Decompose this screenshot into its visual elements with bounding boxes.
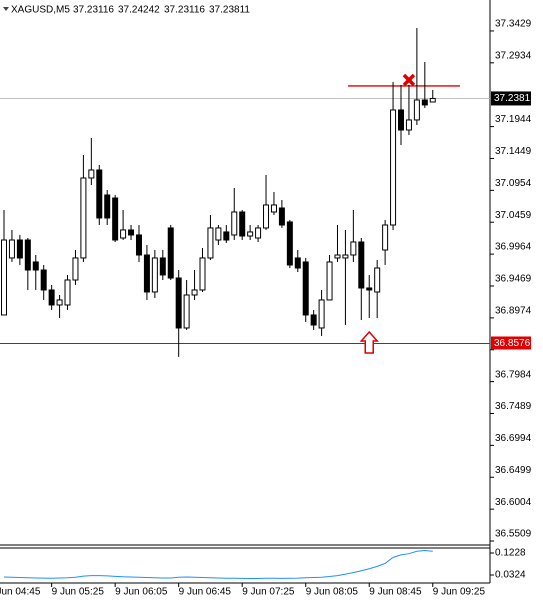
- y-tick-label: 37.0954: [495, 178, 532, 189]
- candle-body: [358, 241, 365, 289]
- horizontal-line-label: 36.8576: [494, 338, 531, 349]
- y-tick-label: 37.0459: [495, 210, 532, 221]
- candle-body: [151, 257, 158, 293]
- candle-body: [16, 239, 23, 259]
- candle-body: [398, 109, 404, 131]
- y-tick-label: 36.5509: [495, 529, 532, 540]
- candle-body: [413, 99, 420, 121]
- plot-area: [0, 27, 490, 357]
- candle-body: [215, 227, 222, 241]
- candle-body: [1, 239, 7, 316]
- candle-body: [64, 279, 71, 306]
- y-tick-label: 36.6004: [495, 497, 532, 508]
- header-value: 37.24242: [118, 5, 160, 16]
- candle-body: [96, 169, 103, 219]
- x-tick-label: 9 Jun 05:25: [52, 587, 105, 598]
- menu-triangle: [3, 7, 9, 11]
- candle-body: [175, 277, 182, 329]
- x-tick-label: 9 Jun 04:45: [0, 587, 41, 598]
- candle-body: [366, 287, 373, 291]
- candle-body: [191, 289, 198, 296]
- candle-body: [88, 169, 95, 179]
- candle-body: [40, 269, 47, 291]
- candle-body: [159, 257, 166, 276]
- x-tick-label: 9 Jun 08:05: [306, 587, 359, 598]
- candle-body: [24, 239, 31, 271]
- candle-body: [405, 119, 412, 131]
- candle-body: [199, 257, 206, 291]
- candle-body: [334, 254, 341, 259]
- current-price-label: 37.2381: [494, 93, 531, 104]
- y-tick-label: 36.7489: [495, 401, 532, 412]
- candle-body: [294, 257, 301, 269]
- candle-body: [270, 204, 277, 213]
- candle-body: [247, 231, 254, 237]
- candle-body: [56, 299, 63, 306]
- header-value: 37.23116: [164, 5, 205, 16]
- y-tick-label: 36.8974: [495, 305, 532, 316]
- candle-body: [310, 314, 317, 326]
- y-tick-label: 36.9469: [495, 274, 532, 285]
- y-tick-label: 36.6499: [495, 465, 532, 476]
- candle-body: [104, 194, 111, 219]
- candle-body: [143, 254, 150, 293]
- candle-body: [112, 197, 119, 241]
- candle-body: [302, 261, 309, 316]
- candle-body: [135, 234, 142, 256]
- candle-body: [286, 221, 293, 266]
- candle-body: [255, 227, 262, 239]
- candle-body: [8, 239, 15, 259]
- indicator-area: [3, 550, 433, 580]
- x-tick-label: 9 Jun 09:25: [433, 587, 486, 598]
- candle-body: [326, 261, 333, 301]
- y-tick-label: 36.7984: [495, 369, 532, 380]
- current-price-box: [491, 91, 531, 106]
- header-value: 37.23811: [209, 5, 250, 16]
- candle-body: [120, 229, 127, 239]
- candle-body: [374, 267, 381, 293]
- candle-body: [223, 231, 230, 241]
- candle-body: [350, 241, 357, 256]
- y-tick-label: 36.9964: [495, 242, 532, 253]
- y-tick-label: 37.1449: [495, 146, 532, 157]
- y-tick-label: 37.2934: [495, 50, 532, 61]
- candle-body: [80, 177, 87, 259]
- candle-body: [382, 224, 389, 251]
- x-tick-label: 9 Jun 06:05: [115, 587, 168, 598]
- candle-body: [342, 254, 349, 259]
- indicator-line: [3, 550, 433, 580]
- candle-body: [278, 207, 285, 226]
- candle-body: [231, 211, 238, 236]
- candle-body: [167, 227, 174, 279]
- candle-body: [183, 294, 190, 329]
- candle-body: [429, 97, 436, 103]
- indicator-tick-label: 0.1228: [495, 548, 526, 559]
- candle-body: [390, 109, 397, 226]
- candle-body: [263, 204, 270, 229]
- sell-signal: [402, 73, 416, 87]
- chart-title: XAGUSD,M5: [11, 5, 70, 16]
- y-tick-label: 37.3429: [495, 19, 532, 30]
- y-tick-label: 37.1944: [495, 114, 532, 125]
- candle-body: [207, 227, 214, 259]
- candle-body: [48, 289, 55, 306]
- x-tick-label: 9 Jun 06:45: [179, 587, 232, 598]
- candle-body: [72, 257, 79, 281]
- buy-signal: [359, 330, 379, 354]
- horizontal-line-box: [491, 336, 531, 350]
- indicator-tick-label: 0.0324: [495, 570, 526, 581]
- candle-body: [128, 229, 135, 236]
- candle-body: [318, 299, 325, 329]
- y-tick-label: 36.6994: [495, 433, 532, 444]
- header-value: 37.23116: [73, 5, 114, 16]
- candle-body: [239, 211, 246, 237]
- candle-body: [32, 261, 39, 271]
- x-tick-label: 9 Jun 08:45: [369, 587, 422, 598]
- candle-body: [421, 99, 428, 106]
- x-tick-label: 9 Jun 07:25: [242, 587, 295, 598]
